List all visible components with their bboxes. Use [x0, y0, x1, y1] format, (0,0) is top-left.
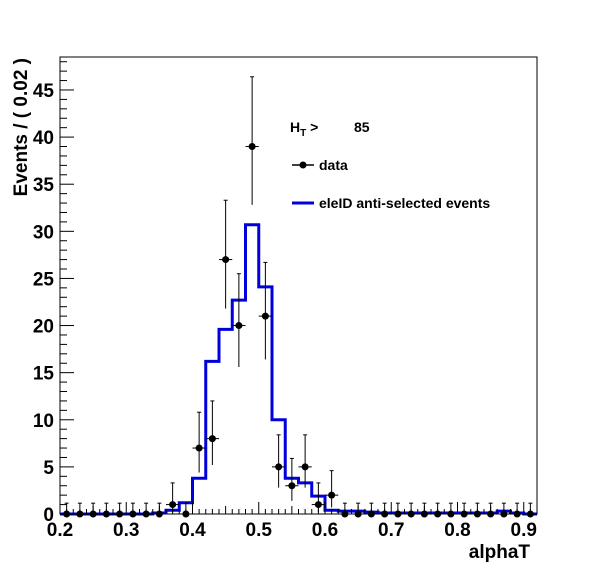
data-point: [272, 434, 286, 488]
y-tick-label: 15: [33, 364, 55, 385]
data-marker: [301, 463, 309, 471]
data-point: [311, 482, 325, 513]
data-point: [325, 470, 339, 508]
x-tick-label: 0.6: [312, 520, 338, 541]
data-point: [258, 261, 272, 360]
data-marker: [222, 256, 230, 264]
data-point: [205, 400, 219, 466]
x-tick-label: 0.9: [511, 520, 537, 541]
y-tick-label: 0: [43, 505, 54, 526]
x-axis-title: alphaT: [469, 542, 531, 563]
x-tick-label: 0.2: [47, 520, 73, 541]
y-tick-label: 45: [33, 81, 55, 102]
y-tick-label: 25: [33, 269, 55, 290]
data-point: [166, 482, 180, 513]
axes: 0.2 0.3 0.4 0.5 0.6 0.7 0.8 0.9 0 5 10 15 20 25 30 35 40…: [33, 61, 538, 541]
x-tick-label: 0.3: [113, 520, 139, 541]
data-marker: [314, 501, 322, 509]
x-tick-label: 0.4: [179, 520, 206, 541]
data-point: [245, 76, 259, 205]
data-point: [192, 411, 206, 473]
cut-label-sub: T: [300, 128, 306, 139]
data-marker: [275, 463, 283, 471]
data-point: [298, 434, 312, 488]
x-tick-label: 0.7: [378, 520, 404, 541]
legend-mc-label: eleID anti-selected events: [319, 195, 490, 211]
legend-data-label: data: [319, 157, 348, 173]
data-marker: [208, 435, 216, 443]
data-point: [285, 457, 299, 501]
legend-data-marker: [299, 161, 307, 169]
y-tick-label: 20: [33, 317, 54, 338]
x-tick-label: 0.5: [246, 520, 273, 541]
data-point: [219, 199, 233, 309]
y-tick-label: 40: [33, 128, 54, 149]
data-marker: [328, 491, 336, 499]
cut-label-main: H: [290, 119, 300, 135]
legend: HT > 85 data eleID anti-selected events: [290, 119, 490, 211]
legend-cut-value: 85: [354, 119, 370, 135]
data-marker: [288, 482, 296, 490]
y-tick-label: 30: [33, 222, 54, 243]
y-tick-label: 35: [33, 175, 55, 196]
y-tick-label: 5: [43, 458, 54, 479]
y-tick-label: 10: [33, 411, 54, 432]
cut-label-rest: >: [306, 119, 318, 135]
data-marker: [261, 312, 269, 320]
data-marker: [169, 501, 177, 509]
y-axis-title: Events / ( 0.02 ): [11, 58, 32, 196]
data-point: [232, 273, 246, 368]
data-marker: [235, 322, 243, 330]
legend-cut-label: HT >: [290, 119, 318, 139]
data-marker: [195, 444, 203, 452]
data-marker: [248, 143, 256, 151]
x-tick-label: 0.8: [444, 520, 470, 541]
